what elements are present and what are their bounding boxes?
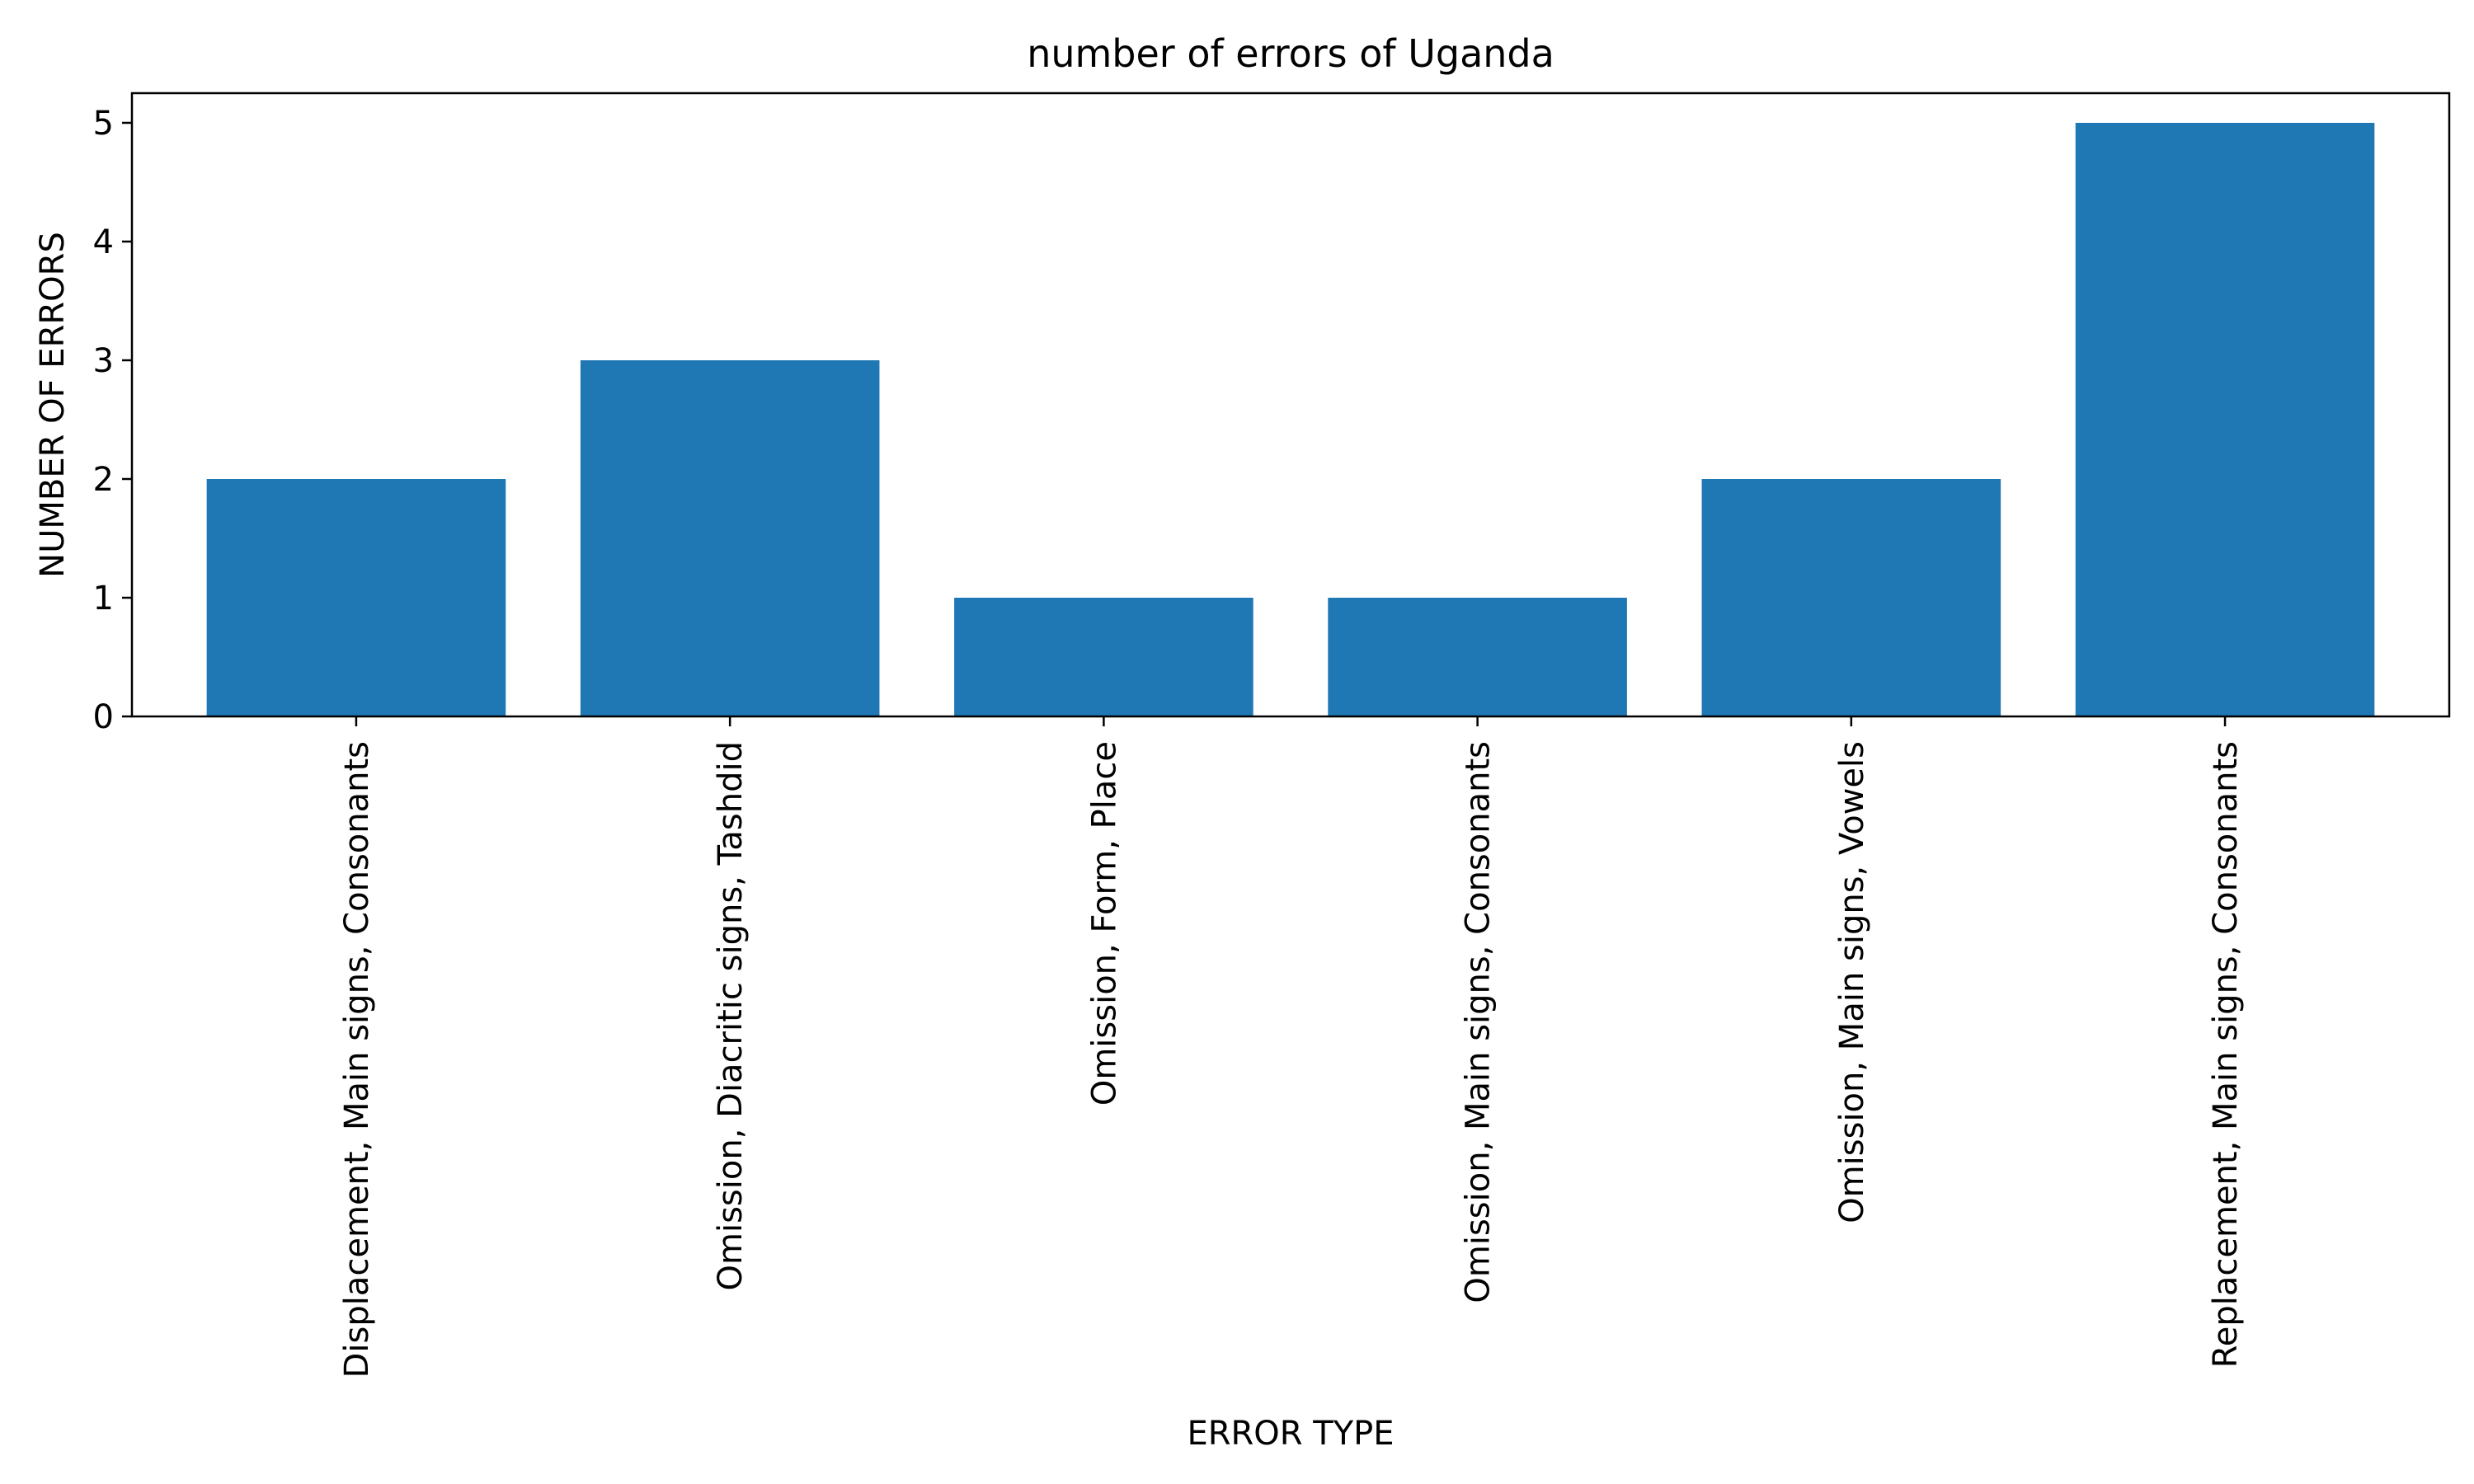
bar bbox=[954, 598, 1253, 716]
plot-frame bbox=[130, 92, 2451, 718]
chart-title: number of errors of Uganda bbox=[1027, 31, 1554, 76]
bar bbox=[580, 360, 880, 716]
x-tick-label: Replacement, Main signs, Consonants bbox=[2207, 741, 2245, 1368]
x-tick-label: Omission, Main signs, Vowels bbox=[1833, 741, 1871, 1223]
bar bbox=[2075, 123, 2375, 716]
bar bbox=[206, 479, 506, 716]
x-tick-label: Omission, Form, Place bbox=[1085, 741, 1123, 1106]
y-tick-label: 5 bbox=[93, 105, 114, 143]
x-tick-label: Displacement, Main signs, Consonants bbox=[338, 741, 376, 1378]
x-tick-label: Omission, Main signs, Consonants bbox=[1460, 741, 1498, 1303]
bar bbox=[1701, 479, 2001, 716]
y-tick-label: 2 bbox=[93, 461, 114, 499]
bar bbox=[1328, 598, 1627, 716]
bars-group bbox=[206, 123, 2375, 716]
x-axis: Displacement, Main signs, Consonants Omis… bbox=[338, 716, 2245, 1378]
y-tick-label: 1 bbox=[93, 580, 114, 618]
x-axis-label: ERROR TYPE bbox=[1187, 1415, 1394, 1453]
y-axis-label: NUMBER OF ERRORS bbox=[34, 232, 72, 578]
y-tick-label: 0 bbox=[93, 698, 114, 736]
y-tick-label: 3 bbox=[93, 342, 114, 380]
y-tick-label: 4 bbox=[93, 223, 114, 261]
x-tick-label: Omission, Diacritic signs, Tashdid bbox=[712, 741, 750, 1290]
y-axis: 0 1 2 3 4 5 bbox=[93, 105, 132, 736]
